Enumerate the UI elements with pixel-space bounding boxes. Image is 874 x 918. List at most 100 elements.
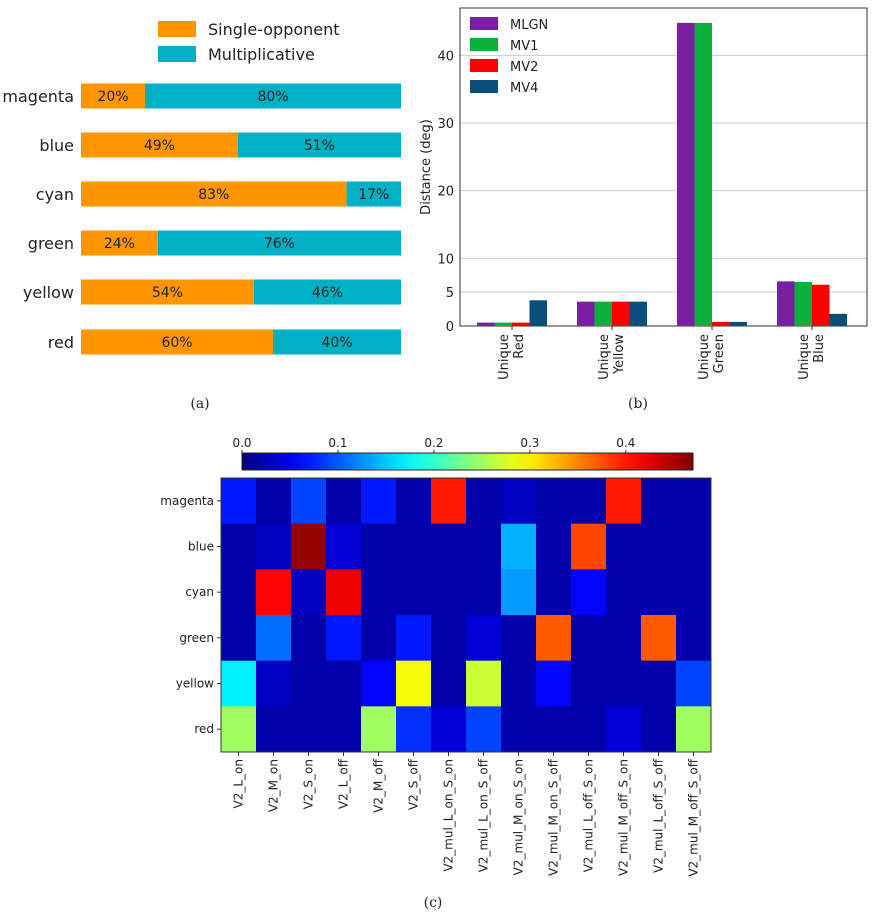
- heatmap-cell: [606, 660, 642, 707]
- heatmap-cell: [676, 478, 712, 525]
- heatmap-cell: [256, 569, 292, 616]
- data-label: 51%: [304, 138, 335, 154]
- y-tick-label: 40: [437, 49, 454, 64]
- heatmap-cell: [606, 523, 642, 570]
- bar: [712, 321, 730, 326]
- category-label: red: [48, 333, 74, 352]
- bar: [729, 321, 747, 326]
- heatmap-cell: [466, 706, 502, 753]
- heatmap-cell: [466, 660, 502, 707]
- bar-segment: [346, 181, 401, 207]
- colorbar-tick-label: 0.0: [232, 436, 251, 450]
- legend-swatch: [470, 17, 498, 30]
- column-label: V2_L_off: [337, 758, 351, 809]
- heatmap-cell: [676, 569, 712, 616]
- category-label: blue: [39, 136, 74, 155]
- heatmap-cell: [676, 615, 712, 662]
- heatmap-cell: [501, 615, 537, 662]
- column-label: V2_mul_L_on_S_off: [477, 758, 491, 872]
- heatmap-cell: [641, 660, 677, 707]
- column-label: V2_mul_M_off_S_on: [617, 759, 631, 876]
- row-label: red: [194, 722, 214, 736]
- legend-label: MLGN: [510, 18, 548, 33]
- data-label: 83%: [198, 187, 229, 203]
- heatmap-cell: [396, 615, 432, 662]
- heatmap-cell: [676, 660, 712, 707]
- heatmap-cell: [466, 615, 502, 662]
- heatmap-cell: [326, 660, 362, 707]
- row-label: blue: [188, 540, 214, 554]
- bar: [694, 22, 712, 327]
- column-label: V2_M_on: [267, 759, 281, 812]
- heatmap-cell: [221, 569, 257, 616]
- heatmap-cell: [676, 523, 712, 570]
- x-tick-label: UniqueGreen: [697, 334, 727, 380]
- bar-segment: [157, 230, 401, 256]
- y-tick-label: 0: [446, 320, 454, 335]
- heatmap-cell: [361, 523, 397, 570]
- heatmap-cell: [466, 523, 502, 570]
- heatmap-cell: [606, 478, 642, 525]
- caption-b: (b): [628, 396, 648, 412]
- category-label: cyan: [36, 185, 74, 204]
- bar-segment: [237, 132, 401, 158]
- heatmap-cell: [501, 660, 537, 707]
- bar: [577, 301, 595, 326]
- colorbar-tick-label: 0.1: [328, 436, 347, 450]
- heatmap-cell: [431, 660, 467, 707]
- data-label: 24%: [104, 236, 135, 252]
- heatmap-cell: [466, 569, 502, 616]
- y-tick-label: 5: [446, 286, 454, 301]
- bar: [594, 301, 612, 326]
- bar: [829, 313, 847, 326]
- column-label: V2_mul_L_on_S_on: [442, 759, 456, 872]
- heatmap-cell: [501, 569, 537, 616]
- heatmap-cell: [396, 569, 432, 616]
- heatmap-cell: [536, 523, 572, 570]
- heatmap-cell: [501, 706, 537, 753]
- x-tick-label: UniqueRed: [497, 334, 527, 380]
- data-label: 49%: [144, 138, 175, 154]
- row-label: green: [179, 631, 214, 645]
- heatmap-cell: [466, 478, 502, 525]
- data-label: 60%: [161, 335, 192, 351]
- data-label: 46%: [312, 285, 343, 301]
- heatmap-cell: [256, 615, 292, 662]
- heatmap-cell: [571, 523, 607, 570]
- column-label: V2_L_on: [232, 759, 246, 808]
- heatmap-cell: [431, 615, 467, 662]
- bar: [612, 301, 630, 326]
- caption-c: (c): [424, 895, 443, 911]
- heatmap-cell: [571, 660, 607, 707]
- colorbar: [241, 452, 694, 471]
- bar: [794, 282, 812, 326]
- data-label: 54%: [152, 285, 183, 301]
- bar-segment: [81, 83, 145, 109]
- bar: [812, 284, 830, 326]
- legend-label: Single-opponent: [208, 20, 340, 39]
- colorbar-tick-label: 0.3: [520, 436, 539, 450]
- heatmap-cell: [536, 569, 572, 616]
- row-label: cyan: [185, 585, 214, 599]
- heatmap-cell: [361, 478, 397, 525]
- heatmap-cell: [396, 523, 432, 570]
- heatmap-cell: [536, 706, 572, 753]
- plot-frame: [459, 7, 868, 327]
- y-tick-label: 30: [437, 117, 454, 132]
- bar: [512, 322, 530, 326]
- bar: [494, 322, 512, 326]
- heatmap-cell: [396, 660, 432, 707]
- heatmap-cell: [326, 523, 362, 570]
- heatmap-cell: [256, 478, 292, 525]
- column-label: V2_M_off: [372, 758, 386, 813]
- data-label: 20%: [97, 89, 128, 105]
- heatmap-cell: [536, 660, 572, 707]
- legend-label: MV4: [510, 81, 538, 96]
- heatmap-cell: [256, 523, 292, 570]
- category-label: magenta: [2, 87, 74, 106]
- legend-swatch: [470, 59, 498, 72]
- heatmap-cell: [221, 706, 257, 753]
- heatmap-cell: [641, 706, 677, 753]
- bar: [677, 22, 695, 327]
- heatmap-cell: [221, 660, 257, 707]
